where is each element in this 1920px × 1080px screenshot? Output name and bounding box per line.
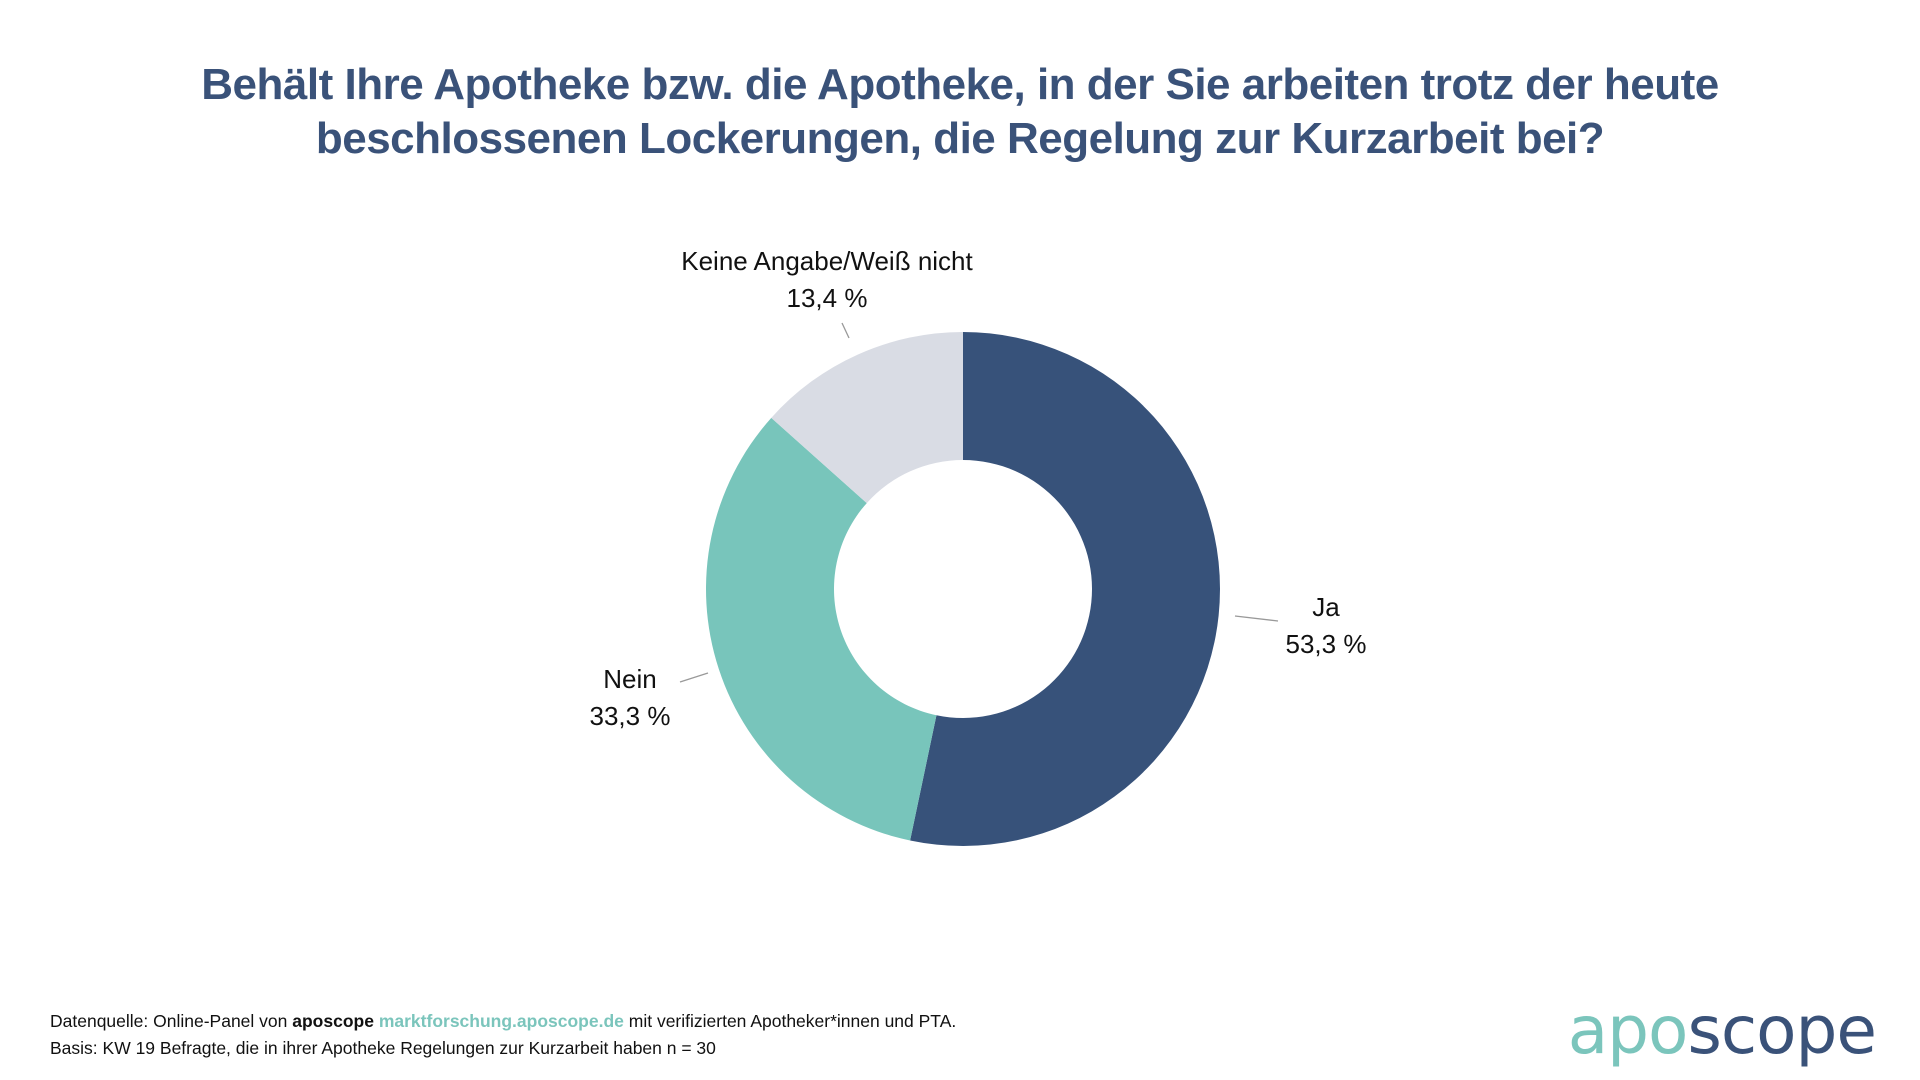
slice-value-label: 13,4 % [787,283,868,313]
slice-label: Keine Angabe/Weiß nicht [681,246,973,276]
leader-line [1234,615,1279,622]
chart-title-line-2: beschlossenen Lockerungen, die Regelung … [315,114,1605,163]
source-link[interactable]: marktforschung.aposcope.de [378,1011,624,1031]
donut-slice-nein [706,417,937,841]
footer: Datenquelle: Online-Panel von aposcope m… [50,1008,956,1062]
leader-line [841,322,850,339]
source-line: Datenquelle: Online-Panel von aposcope m… [50,1011,957,1031]
leader-line [679,672,709,683]
chart-title-line-1: Behält Ihre Apotheke bzw. die Apotheke, … [201,60,1719,109]
slice-value-label: 53,3 % [1286,629,1367,659]
chart-title: Behält Ihre Apotheke bzw. die Apotheke, … [0,58,1920,166]
donut-slice-ja [910,332,1220,846]
source-brand: aposcope [292,1011,374,1031]
aposcope-logo: aposcope [1567,992,1877,1069]
slice-label: Ja [1312,592,1340,622]
donut-slice-keine-angabe-weiß-nicht [771,332,963,504]
slice-label: Nein [603,664,656,694]
basis-line: Basis: KW 19 Befragte, die in ihrer Apot… [50,1038,716,1058]
slice-value-label: 33,3 % [590,701,671,731]
